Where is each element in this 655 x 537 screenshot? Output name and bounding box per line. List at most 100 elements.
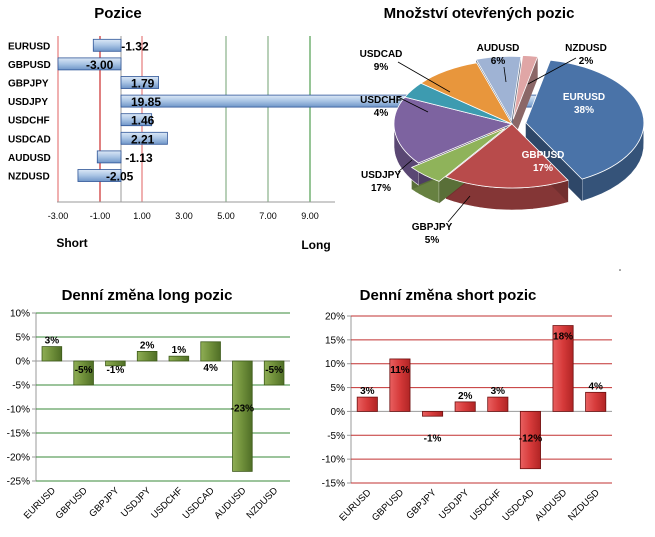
pie-slice-eurusd [525,59,645,180]
category-label-usdjpy: USDJPY [8,97,48,108]
pie-value-usdcad: 9% [374,62,389,73]
pie-label-eurusd: EURUSD [563,92,605,103]
bar-usdchf [168,355,190,362]
bar-nzdusd [585,391,607,412]
y-tick-20-: 20% [325,312,345,323]
pie-slice-usdcad [420,62,513,125]
pie-label-gbpjpy: GBPJPY [412,222,453,233]
pie-labels: EURUSD 38% GBPUSD 17% GBPJPY 5% USDJPY 17% USDCH… [360,43,607,246]
category-label-gbpjpy: GBPJPY [8,79,49,90]
x-tick-audusd: AUDUSD [533,487,569,523]
x-tick-usdcad: USDCAD [500,487,536,523]
y-tick-15-: 15% [325,335,345,346]
bar-usdcad [120,131,168,145]
value-label-audusd: -1.13 [125,151,153,165]
x-tick-7-00: 7.00 [259,211,277,221]
y-tick--10-: -10% [7,405,30,416]
category-label-usdcad: USDCAD [8,134,51,145]
positions-chart: Pozice EURUSD GBPUSD GBPJPY USDJPY USDCHF USD… [8,5,539,252]
y-tick-5-: 5% [16,333,31,344]
pie-slices [393,55,645,211]
pie-leader-audusd [503,66,507,83]
data-label-gbpjpy: -1% [106,365,124,376]
x-tick-labels: EURUSDGBPUSDGBPJPYUSDJPYUSDCHFUSDCADAUDU… [337,487,602,524]
x-tick--1-00: -1.00 [90,211,111,221]
value-label-usdchf: 1.46 [131,114,155,128]
bar-gbpusd [389,358,411,412]
category-label-gbpusd: GBPUSD [8,60,51,71]
bar-nzdusd [263,360,285,386]
pie-value-usdjpy: 17% [371,183,391,194]
x-tick-eurusd: EURUSD [22,485,58,521]
bar-audusd [96,150,122,164]
pie-chart-title: Množství otevřených pozic [384,5,575,22]
data-label-usdjpy: 2% [140,340,155,351]
y-tick--5-: -5% [327,431,345,442]
data-label-gbpusd: -5% [75,365,93,376]
long-change-chart: Denní změna long pozic 10% 5% 0% -5% -10% -15… [7,287,290,521]
bar-gbpusd [57,57,122,71]
x-tick-audusd: AUDUSD [212,485,248,521]
long-change-title: Denní změna long pozic [62,287,233,304]
x-tick-usdcad: USDCAD [181,485,217,521]
data-label-usdchf: 1% [172,345,187,356]
category-label-nzdusd: NZDUSD [8,172,50,183]
x-tick-gbpjpy: GBPJPY [404,487,439,522]
bar-usdcad [200,341,221,362]
data-labels: 3% -5% -1% 2% 1% 4% -23% -5% [45,336,283,415]
x-tick-gbpusd: GBPUSD [54,485,90,521]
y-tick-10-: 10% [10,309,30,320]
bar-usdchf [120,113,153,127]
y-tick-0-: 0% [16,357,31,368]
open-positions-pie-chart: Množství otevřených pozic EURUSD 38% GBPUS… [360,5,645,271]
category-labels: EURUSD GBPUSD GBPJPY USDJPY USDCHF USDCAD AUDU… [8,41,51,182]
pie-slice-gbpjpy [410,128,506,182]
x-tick-labels: -3.00 -1.00 1.00 3.00 5.00 7.00 9.00 [48,211,319,221]
y-tick--15-: -15% [322,479,345,490]
y-tick-10-: 10% [325,359,345,370]
pie-label-usdjpy: USDJPY [361,170,401,181]
x-tick-usdjpy: USDJPY [437,487,472,522]
x-tick-usdjpy: USDJPY [119,485,154,520]
pie-leader-usdcad [397,61,451,93]
y-tick-labels: 10% 5% 0% -5% -10% -15% -20% -25% [7,309,30,488]
data-label-gbpjpy: -1% [424,433,442,444]
bar-eurusd [356,396,378,412]
x-tick-1-00: 1.00 [133,211,151,221]
pie-slice-usdjpy [393,96,514,164]
data-label-usdcad: 4% [203,363,218,374]
pie-slice-audusd [475,55,522,122]
y-tick--20-: -20% [7,453,30,464]
pie-value-gbpjpy: 5% [425,235,440,246]
data-label-usdchf: 3% [491,386,506,397]
bar-nzdusd [77,169,122,182]
data-label-audusd: -23% [231,404,254,415]
bar-audusd [552,325,574,412]
y-tick--5-: -5% [12,381,30,392]
pie-label-audusd: AUDUSD [477,43,520,54]
pie-slice-nzdusd [512,55,539,120]
value-label-nzdusd: -2.05 [106,170,134,184]
x-tick-eurusd: EURUSD [337,487,373,523]
bar-eurusd [92,38,122,52]
short-change-chart: Denní změna short pozic 20% 15% 10% 5% 0% -5%… [322,287,612,523]
pie-slice-gbpusd [445,123,569,189]
data-label-nzdusd: -5% [265,365,283,376]
pie-label-usdcad: USDCAD [360,49,403,60]
bar-usdchf [487,396,509,412]
data-label-usdjpy: 2% [458,391,473,402]
pie-value-nzdusd: 2% [579,56,594,67]
y-tick--10-: -10% [322,455,345,466]
pie-value-audusd: 6% [491,56,506,67]
x-tick-usdchf: USDCHF [468,487,504,523]
value-label-gbpjpy: 1.79 [131,77,155,91]
pie-label-nzdusd: NZDUSD [565,43,607,54]
bar-gbpusd [73,360,94,386]
bar-gbpjpy [105,360,126,367]
x-tick-3-00: 3.00 [175,211,193,221]
data-label-nzdusd: 4% [588,381,603,392]
bars [356,325,607,470]
bar-audusd [232,360,253,472]
pie-leader-usdjpy [397,159,413,173]
